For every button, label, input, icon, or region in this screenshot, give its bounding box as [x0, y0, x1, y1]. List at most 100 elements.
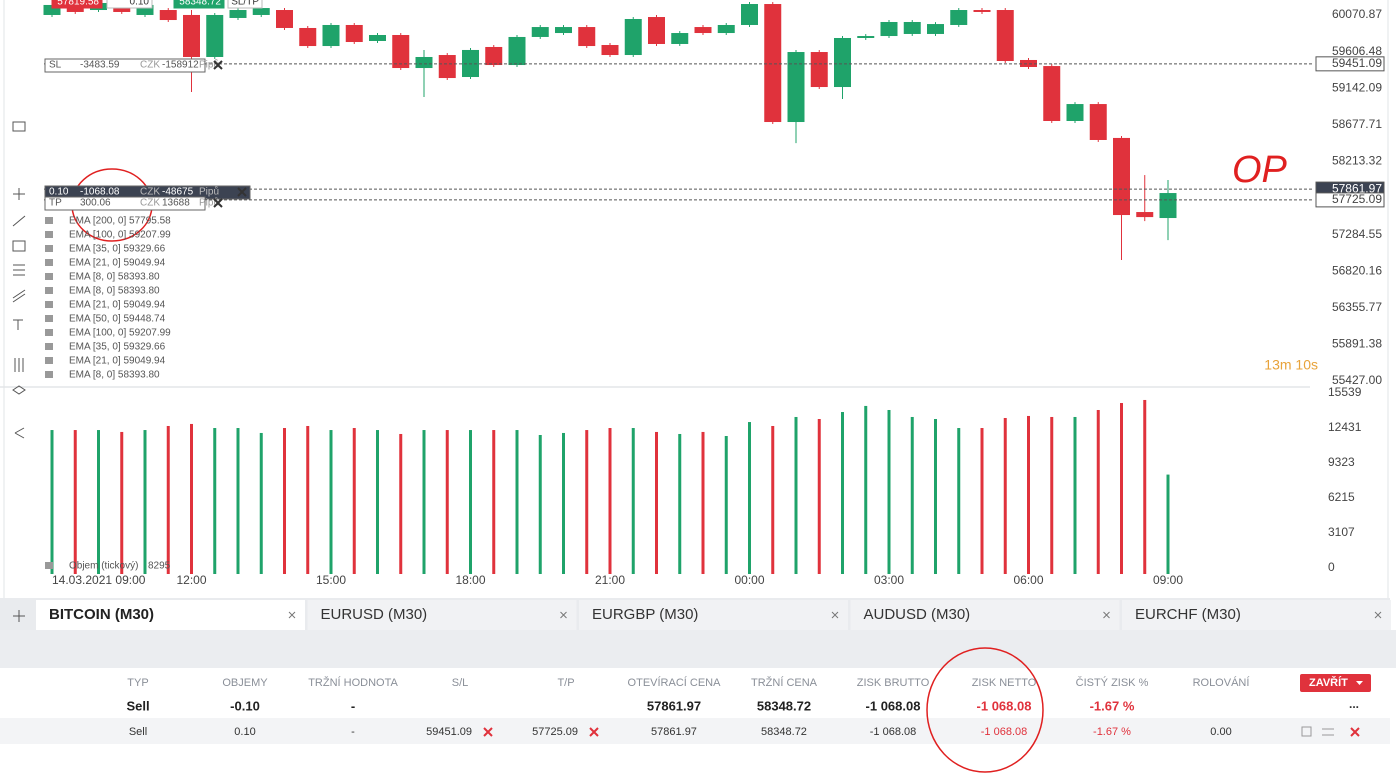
summary-menu[interactable]: ...: [1349, 697, 1359, 711]
close-button-caret[interactable]: [1356, 681, 1363, 685]
row-cell: -1 068.08: [981, 726, 1027, 738]
quote-box[interactable]: [173, 0, 225, 9]
row-cell: -1.67 %: [1093, 726, 1131, 738]
y-tick-label: 60070.87: [1332, 7, 1382, 21]
candle-body: [764, 4, 782, 123]
add-tab[interactable]: [13, 610, 25, 622]
indicator-icon: [45, 371, 53, 378]
indicator-icon: [45, 329, 53, 336]
volume-bar: [724, 436, 728, 574]
tool-icon[interactable]: [13, 188, 25, 200]
table-header: OTEVÍRACÍ CENA: [628, 676, 722, 689]
indicator-label: EMA [35, 0] 59329.66: [69, 342, 166, 353]
x-tick-label: 06:00: [1013, 573, 1043, 587]
tool-icon[interactable]: [12, 289, 26, 303]
circle-annotation: [926, 647, 1044, 773]
row-reverse[interactable]: [1322, 728, 1334, 736]
candle-body: [159, 10, 177, 21]
quote-box[interactable]: [227, 0, 263, 9]
tool-icon[interactable]: [12, 215, 26, 227]
volume-bar: [1073, 416, 1077, 574]
tab-close[interactable]: [560, 611, 567, 619]
remove-order[interactable]: [589, 727, 599, 737]
close-button[interactable]: [1300, 674, 1371, 692]
tab[interactable]: [579, 600, 848, 630]
trade-close[interactable]: [213, 60, 223, 70]
row-copy[interactable]: [1301, 726, 1312, 737]
trade-close[interactable]: [213, 198, 223, 208]
volume-bar: [841, 412, 844, 574]
indicator-icon: [45, 315, 53, 322]
tool-icon[interactable]: [14, 427, 25, 439]
close-button-label[interactable]: ZAVŘÍT: [1309, 676, 1348, 689]
volume-bar: [190, 423, 193, 574]
x-tick-label: 21:00: [595, 573, 625, 587]
remove-order[interactable]: [483, 727, 493, 737]
x-tick-label: 15:00: [316, 573, 346, 587]
tool-icon[interactable]: [13, 319, 23, 330]
quote-box[interactable]: [106, 0, 153, 9]
tab-label[interactable]: AUDUSD (M30): [864, 606, 971, 623]
quote-box[interactable]: [51, 0, 103, 9]
row-cell: 0.00: [1210, 726, 1231, 738]
price-tag-label: 57861.97: [1332, 181, 1382, 195]
volume-bar: [166, 425, 170, 574]
table-header: ČISTÝ ZISK %: [1076, 676, 1149, 689]
tab[interactable]: [850, 600, 1120, 630]
tool-icon[interactable]: [13, 264, 25, 276]
y-tick-label: 56355.77: [1332, 300, 1382, 314]
trade-label-box: [44, 196, 206, 211]
row-cell: 57725.09: [532, 726, 578, 738]
volume-bar: [585, 430, 589, 574]
table-header: TRŽNÍ HODNOTA: [308, 676, 398, 689]
tool-icon[interactable]: [12, 121, 26, 132]
tab-label[interactable]: EURCHF (M30): [1135, 606, 1241, 623]
candle-body: [136, 4, 154, 15]
indicator-label: EMA [35, 0] 59329.66: [69, 244, 166, 255]
tool-icon[interactable]: [14, 358, 24, 372]
price-tag: [1315, 192, 1385, 208]
trade-profit: -3483.59: [80, 60, 120, 71]
trade-close[interactable]: [237, 187, 247, 197]
candle-body: [229, 10, 247, 18]
trade-tag: 0.10: [49, 187, 69, 198]
tool-icon[interactable]: [12, 240, 26, 252]
candle-body: [601, 45, 619, 56]
volume-bar: [1120, 403, 1123, 574]
table-header: S/L: [452, 677, 469, 689]
row-close[interactable]: [1350, 727, 1360, 737]
tab-close[interactable]: [1103, 611, 1110, 619]
quote-ask[interactable]: 58348.72: [179, 0, 221, 8]
y-tick-label: 55891.38: [1332, 337, 1382, 351]
tab-label[interactable]: BITCOIN (M30): [49, 606, 154, 623]
volume-bar: [97, 430, 100, 574]
tab[interactable]: [307, 600, 577, 630]
quote-bid[interactable]: 57819.58: [57, 0, 99, 8]
tool-icon[interactable]: [12, 385, 26, 395]
trade-profit: 300.06: [80, 198, 111, 209]
row-bg: [0, 718, 1390, 744]
tab[interactable]: [36, 600, 305, 630]
tab-close[interactable]: [831, 611, 839, 619]
tab[interactable]: [1122, 600, 1391, 630]
volume-bar: [631, 428, 635, 574]
toolbar[interactable]: [12, 121, 26, 622]
volume-bar: [329, 430, 333, 574]
candle-body: [717, 24, 735, 34]
indicator-label: EMA [50, 0] 59448.74: [69, 314, 166, 325]
quote-sltp[interactable]: SL/TP: [231, 0, 259, 8]
trade-currency: CZK: [140, 60, 160, 71]
tab-close[interactable]: [1374, 611, 1382, 619]
tab-label[interactable]: EURUSD (M30): [321, 606, 428, 623]
indicator-label: EMA [21, 0] 59049.94: [69, 258, 166, 269]
volume-bar: [376, 430, 379, 574]
trade-unit: Pipů: [199, 186, 219, 198]
y-tick-label: 58213.32: [1332, 154, 1382, 168]
volume-name: Objem (tickový): [69, 561, 138, 572]
tab-label[interactable]: EURGBP (M30): [592, 606, 698, 623]
candle-body: [345, 24, 363, 43]
trade-unit: Pipů: [199, 197, 219, 209]
candle-body: [1089, 104, 1107, 140]
tab-close[interactable]: [288, 611, 296, 619]
quote-volume[interactable]: 0.10: [130, 0, 150, 8]
